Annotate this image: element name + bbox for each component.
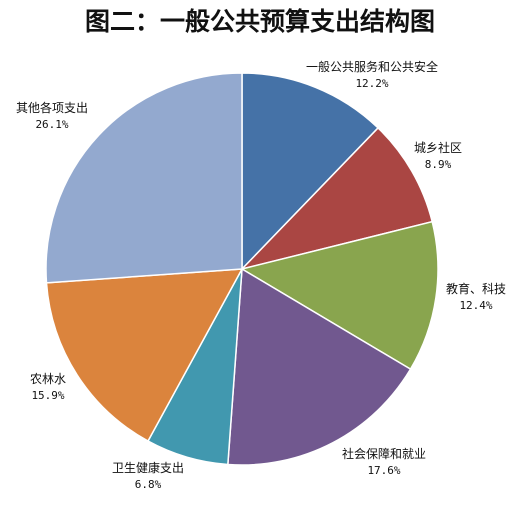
slice-value-label: 15.9%	[31, 389, 64, 402]
pie-slice-6	[45, 268, 244, 443]
slice-name-label: 社会保障和就业	[342, 446, 426, 461]
pie-slice-1	[241, 72, 380, 271]
slice-value-label: 26.1%	[35, 118, 68, 131]
pie-slice-7	[45, 72, 243, 284]
pie-labels: 一般公共服务和公共安全 12.2% 城乡社区 8.9% 教育、科技 12.4% 社会保障和就…	[16, 59, 506, 491]
chart-title: 图二：一般公共预算支出结构图	[84, 7, 435, 36]
slice-value-label: 12.4%	[459, 299, 492, 312]
slice-name-label: 农林水	[30, 372, 66, 386]
slice-name-label: 卫生健康支出	[112, 460, 184, 475]
slice-value-label: 8.9%	[425, 158, 452, 171]
slice-name-label: 教育、科技	[446, 281, 506, 296]
pie-slice-4	[227, 267, 412, 466]
slice-name-label: 一般公共服务和公共安全	[306, 59, 438, 74]
slice-value-label: 12.2%	[355, 77, 388, 90]
pie-slice-3	[240, 220, 439, 371]
pie-slice-2	[239, 126, 434, 271]
slice-name-label: 城乡社区	[414, 140, 462, 155]
slice-name-label: 其他各项支出	[16, 100, 88, 115]
slice-value-label: 17.6%	[367, 464, 400, 477]
pie-slices	[45, 72, 439, 466]
slice-value-label: 6.8%	[135, 478, 162, 491]
